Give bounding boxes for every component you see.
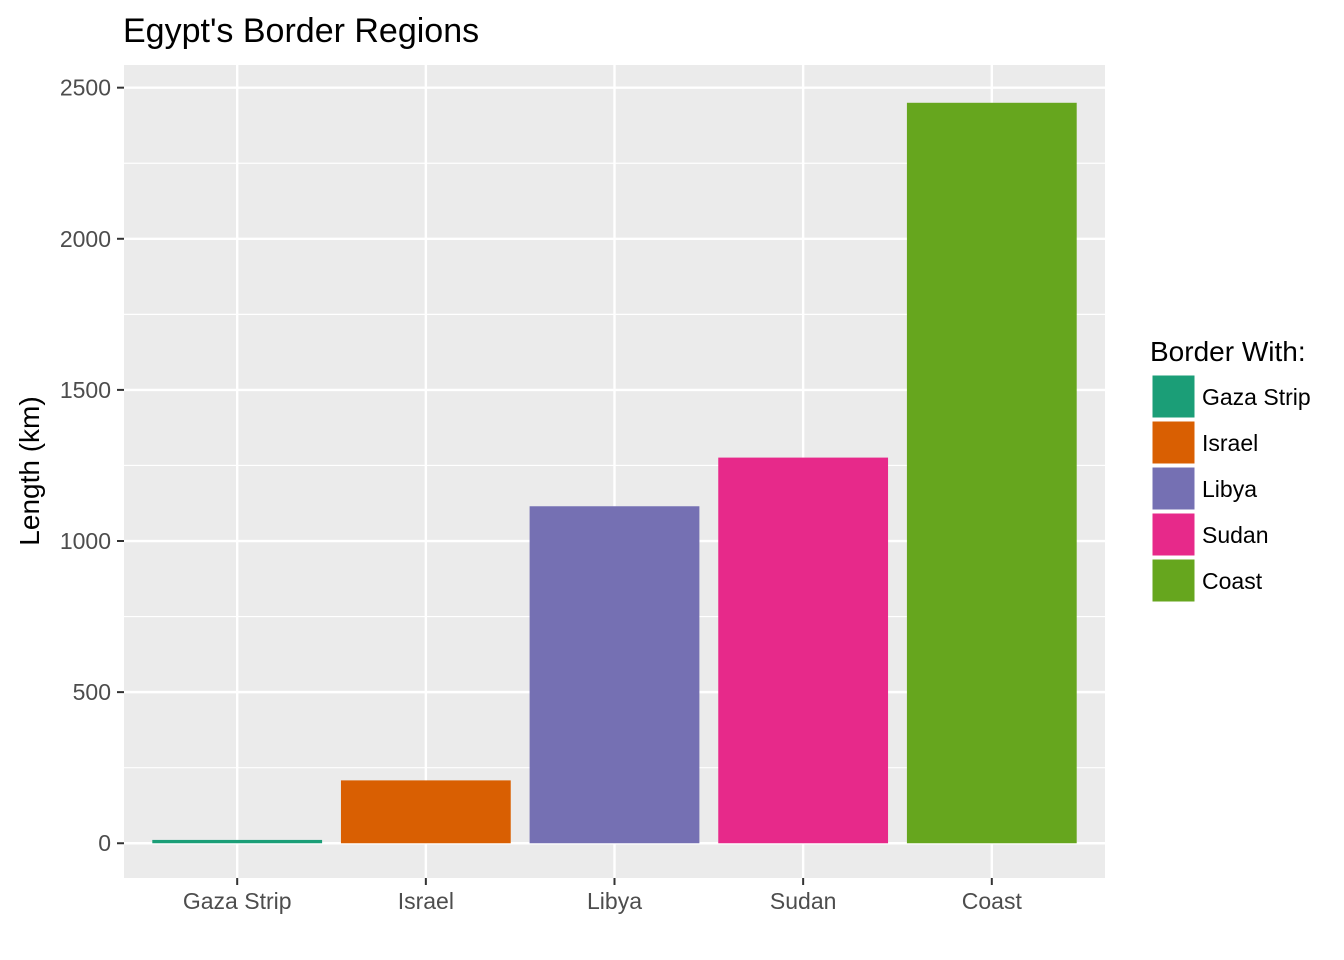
legend-label: Libya <box>1202 476 1257 502</box>
x-tick-label: Coast <box>962 888 1023 914</box>
legend-label: Sudan <box>1202 522 1269 548</box>
legend-key <box>1151 558 1196 603</box>
y-tick-label: 1000 <box>60 528 111 554</box>
y-axis-title: Length (km) <box>14 396 45 545</box>
y-axis: 0 500 1000 1500 2000 2500 <box>60 75 124 856</box>
legend-key <box>1151 512 1196 557</box>
y-tick-label: 0 <box>98 830 111 856</box>
bar-libya <box>529 506 700 844</box>
bar-sudan <box>718 457 889 844</box>
y-tick-label: 2000 <box>60 226 111 252</box>
chart-title: Egypt's Border Regions <box>123 12 479 50</box>
x-axis: Gaza Strip Israel Libya Sudan Coast <box>183 878 1023 914</box>
x-tick-label: Gaza Strip <box>183 888 292 914</box>
bar-israel <box>340 780 511 844</box>
x-tick-label: Sudan <box>770 888 837 914</box>
y-tick-label: 2500 <box>60 75 111 101</box>
legend-title: Border With: <box>1150 336 1306 367</box>
x-tick-label: Libya <box>587 888 642 914</box>
legend-key <box>1151 466 1196 511</box>
bar-coast <box>906 102 1077 844</box>
bars <box>152 102 1077 844</box>
legend-label: Coast <box>1202 568 1263 594</box>
bar-gaza-strip <box>152 839 323 844</box>
legend-key <box>1151 374 1196 419</box>
legend-label: Gaza Strip <box>1202 384 1311 410</box>
legend: Border With: Gaza Strip Israel Libya Sudan C… <box>1150 336 1311 603</box>
legend-key <box>1151 420 1196 465</box>
legend-label: Israel <box>1202 430 1258 456</box>
x-tick-label: Israel <box>398 888 454 914</box>
y-tick-label: 500 <box>73 679 111 705</box>
y-tick-label: 1500 <box>60 377 111 403</box>
